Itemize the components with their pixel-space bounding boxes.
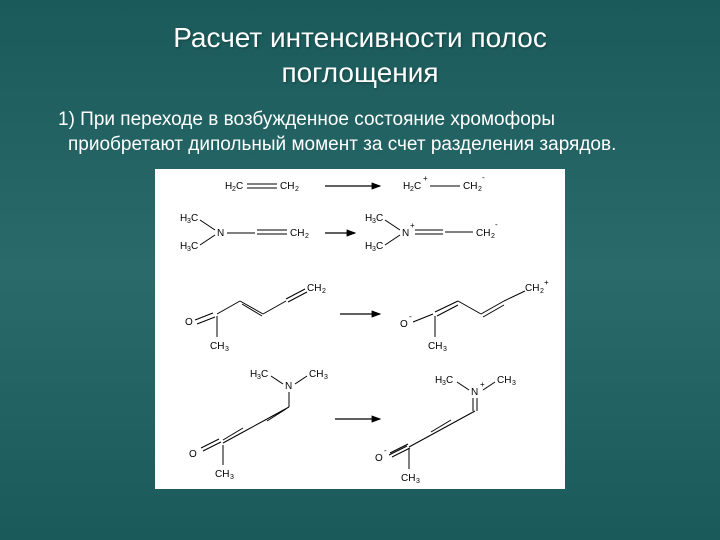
chemistry-diagram: H2C CH2 H2C + CH2 - H3C H3C N <box>155 169 565 489</box>
title-line1: Расчет интенсивности полос <box>173 22 547 53</box>
svg-text:-: - <box>482 173 485 182</box>
svg-text:CH: CH <box>428 341 442 352</box>
svg-text:O: O <box>185 317 193 328</box>
svg-text:3: 3 <box>324 374 328 381</box>
svg-text:CH: CH <box>280 181 294 192</box>
svg-text:-: - <box>409 312 412 321</box>
body-text: 1) При переходе в возбужденное состояние… <box>58 108 670 157</box>
row2: H3C H3C N CH2 H3C H3C N+ CH <box>180 213 498 253</box>
svg-text:CH: CH <box>497 375 511 386</box>
svg-text:CH: CH <box>401 473 415 484</box>
svg-text:CH: CH <box>309 369 323 380</box>
svg-text:CH: CH <box>210 341 224 352</box>
svg-text:2: 2 <box>478 186 482 193</box>
svg-text:+: + <box>544 278 549 287</box>
svg-text:C: C <box>414 181 421 192</box>
diagram-svg: H2C CH2 H2C + CH2 - H3C H3C N <box>155 169 565 489</box>
svg-text:C: C <box>376 241 383 252</box>
svg-text:C: C <box>376 213 383 224</box>
svg-text:N: N <box>217 228 224 239</box>
svg-text:+: + <box>423 174 428 183</box>
svg-text:-: - <box>384 446 387 455</box>
svg-text:C: C <box>191 213 198 224</box>
svg-text:C: C <box>446 375 453 386</box>
svg-text:CH: CH <box>290 228 304 239</box>
svg-text:O: O <box>400 319 408 330</box>
svg-text:2: 2 <box>322 288 326 295</box>
title-line2: поглощения <box>281 57 438 88</box>
svg-text:N: N <box>471 387 478 398</box>
svg-text:CH: CH <box>525 283 539 294</box>
svg-text:2: 2 <box>295 186 299 193</box>
svg-text:CH: CH <box>476 228 490 239</box>
svg-text:N: N <box>402 228 409 239</box>
svg-text:2: 2 <box>540 288 544 295</box>
svg-text:+: + <box>410 221 415 230</box>
row3: O CH3 CH2 O- CH3 <box>185 278 549 353</box>
svg-text:O: O <box>375 453 383 464</box>
svg-text:N: N <box>285 381 292 392</box>
svg-text:+: + <box>480 380 485 389</box>
svg-text:3: 3 <box>512 380 516 387</box>
slide-title: Расчет интенсивности полос поглощения <box>50 20 670 90</box>
row4: H3C N CH3 O CH3 <box>189 369 516 485</box>
svg-text:3: 3 <box>225 346 229 353</box>
svg-text:3: 3 <box>230 474 234 481</box>
svg-text:C: C <box>261 369 268 380</box>
svg-text:O: O <box>189 449 197 460</box>
svg-text:C: C <box>236 181 243 192</box>
slide: Расчет интенсивности полос поглощения 1)… <box>0 0 720 540</box>
svg-text:2: 2 <box>491 233 495 240</box>
svg-text:CH: CH <box>463 181 477 192</box>
svg-text:-: - <box>495 220 498 229</box>
svg-text:2: 2 <box>305 233 309 240</box>
row1: H2C CH2 H2C + CH2 - <box>225 173 485 193</box>
svg-text:C: C <box>191 241 198 252</box>
svg-text:CH: CH <box>307 283 321 294</box>
svg-text:3: 3 <box>416 478 420 485</box>
svg-text:3: 3 <box>443 346 447 353</box>
svg-text:CH: CH <box>215 469 229 480</box>
